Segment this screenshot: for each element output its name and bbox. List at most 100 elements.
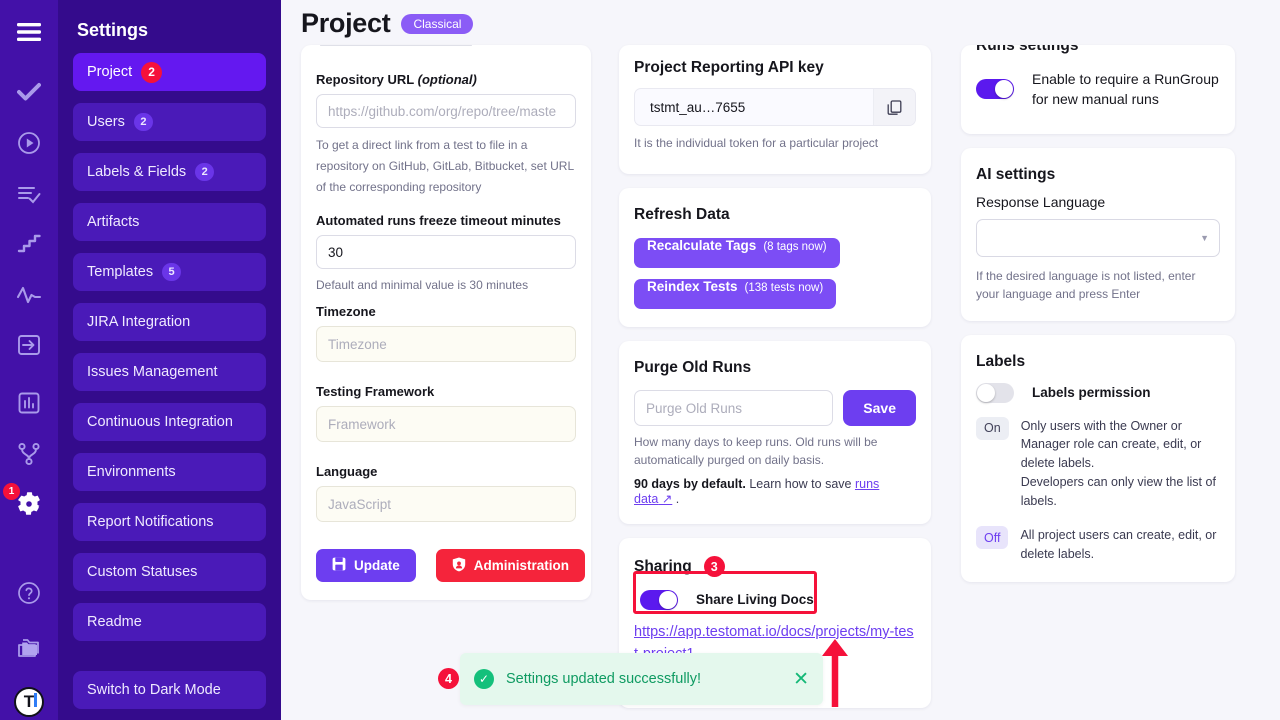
sidebar-item-project[interactable]: Project 2 — [73, 53, 266, 91]
api-key-helper: It is the individual token for a particu… — [634, 136, 879, 150]
repository-url-input[interactable]: https://github.com/org/repo/tree/maste — [316, 94, 576, 128]
sidebar-item-badge: 2 — [133, 113, 153, 131]
close-icon[interactable]: ✕ — [793, 668, 809, 690]
timezone-input[interactable]: Timezone — [316, 326, 576, 362]
refresh-data-title: Refresh Data — [634, 206, 730, 223]
testing-framework-input[interactable]: Framework — [316, 406, 576, 442]
sidebar-item-custom-statuses[interactable]: Custom Statuses — [73, 553, 266, 591]
logo-letter: T — [23, 692, 35, 712]
ai-settings-card: AI settings Response Language ▼ If the d… — [961, 147, 1235, 321]
reindex-tests-button[interactable]: Reindex Tests (138 tests now) — [634, 279, 837, 309]
icon-rail: 1 — [0, 0, 58, 720]
runs-settings-title: Runs settings — [976, 45, 1079, 54]
sidebar-item-labels-fields[interactable]: Labels & Fields 2 — [73, 153, 266, 191]
freeze-timeout-label: Automated runs freeze timeout minutes — [316, 213, 561, 228]
sidebar-item-switch-dark-mode[interactable]: Switch to Dark Mode — [73, 671, 266, 709]
hamburger-menu-icon[interactable] — [9, 14, 49, 50]
testomat-logo[interactable]: T — [9, 684, 49, 720]
sidebar-item-continuous-integration[interactable]: Continuous Integration — [73, 403, 266, 441]
legend-tag-on: On — [976, 416, 1009, 440]
sidebar-item-readme[interactable]: Readme — [73, 603, 266, 641]
sidebar-item-label: Templates — [87, 264, 154, 280]
settings-columns: Repository URL (optional) https://github… — [281, 45, 1280, 720]
sidebar-item-jira-integration[interactable]: JIRA Integration — [73, 303, 266, 341]
sidebar-item-badge: 2 — [141, 61, 163, 83]
sidebar-item-issues-management[interactable]: Issues Management — [73, 353, 266, 391]
api-key-title: Project Reporting API key — [634, 59, 824, 76]
toggle-knob — [977, 383, 995, 402]
purge-default-line: 90 days by default. Learn how to save ru… — [634, 477, 916, 506]
runs-data-link[interactable]: runs data — [634, 477, 880, 506]
share-living-docs-toggle[interactable] — [640, 590, 678, 610]
refresh-data-card: Refresh Data Recalculate Tags (8 tags no… — [619, 188, 931, 327]
labels-permission-label: Labels permission — [1032, 384, 1151, 400]
chevron-down-icon: ▼ — [1200, 232, 1209, 243]
purge-save-button[interactable]: Save — [843, 390, 916, 426]
sidebar-item-artifacts[interactable]: Artifacts — [73, 203, 266, 241]
page-title: Project — [301, 8, 391, 38]
response-language-select[interactable]: ▼ — [976, 218, 1220, 257]
sidebar-item-badge: 2 — [195, 163, 215, 181]
column-middle: Project Reporting API key tstmt_au…7655 … — [619, 45, 931, 720]
recalculate-tags-button[interactable]: Recalculate Tags (8 tags now) — [634, 238, 840, 268]
steps-icon[interactable] — [9, 226, 49, 262]
sidebar-item-label: Switch to Dark Mode — [87, 682, 221, 698]
branch-icon[interactable] — [9, 436, 49, 472]
help-circle-icon[interactable] — [9, 575, 49, 611]
ai-settings-title: AI settings — [976, 165, 1056, 183]
sidebar-item-users[interactable]: Users 2 — [73, 103, 266, 141]
labels-legend-on: On Only users with the Owner or Manager … — [976, 416, 1220, 511]
repository-url-optional: (optional) — [417, 72, 477, 87]
gear-badge: 1 — [3, 483, 20, 501]
bar-chart-icon[interactable] — [9, 385, 49, 421]
sidebar-item-label: Environments — [87, 464, 176, 480]
reindex-tests-count: (138 tests now) — [744, 282, 824, 294]
update-button[interactable]: Update — [316, 549, 416, 582]
project-form-card: Repository URL (optional) https://github… — [301, 45, 591, 600]
sidebar-item-label: Report Notifications — [87, 514, 214, 530]
rungroup-toggle-row: Enable to require a RunGroup for new man… — [976, 69, 1220, 110]
project-type-chip: Classical — [401, 13, 474, 34]
pulse-icon[interactable] — [9, 277, 49, 313]
copy-icon[interactable] — [873, 89, 915, 125]
import-icon[interactable] — [9, 328, 49, 364]
administration-button[interactable]: Administration — [435, 549, 586, 582]
update-button-label: Update — [354, 558, 400, 573]
repository-url-label: Repository URL (optional) — [316, 72, 477, 87]
legend-text-on: Only users with the Owner or Manager rol… — [1020, 418, 1216, 508]
shield-icon — [452, 557, 466, 575]
purge-days-input[interactable]: Purge Old Runs — [634, 390, 834, 426]
sidebar-item-environments[interactable]: Environments — [73, 453, 266, 491]
gear-icon[interactable]: 1 — [3, 483, 49, 522]
sidebar-item-label: Issues Management — [87, 364, 218, 380]
purge-default-rest: Learn how to save — [745, 477, 855, 491]
sidebar-item-templates[interactable]: Templates 5 — [73, 253, 266, 291]
play-circle-icon[interactable] — [9, 125, 49, 161]
column-right: Runs settings Enable to require a RunGro… — [961, 45, 1235, 596]
ai-settings-helper: If the desired language is not listed, e… — [976, 268, 1196, 301]
language-input[interactable]: JavaScript — [316, 486, 576, 522]
logo-accent — [34, 693, 37, 708]
check-icon[interactable] — [9, 75, 49, 111]
require-rungroup-toggle[interactable] — [976, 79, 1014, 100]
freeze-timeout-input[interactable]: 30 — [316, 235, 576, 269]
legend-text-off: All project users can create, edit, or d… — [1020, 528, 1217, 562]
share-living-docs-row: Share Living Docs — [640, 590, 916, 610]
labels-title: Labels — [976, 352, 1026, 370]
annotation-step-3: 3 — [703, 556, 725, 577]
folders-icon[interactable] — [9, 629, 49, 665]
api-key-field: tstmt_au…7655 — [634, 88, 916, 126]
main-content: Project Classical Repository URL (option… — [281, 0, 1280, 720]
labels-permission-toggle[interactable] — [976, 382, 1014, 403]
sidebar-item-report-notifications[interactable]: Report Notifications — [73, 503, 266, 541]
checklist-icon[interactable] — [9, 176, 49, 212]
purge-default-strong: 90 days by default. — [634, 477, 746, 491]
purge-title: Purge Old Runs — [634, 359, 752, 376]
legend-tag-off: Off — [976, 526, 1009, 550]
reindex-tests-label: Reindex Tests — [647, 279, 738, 294]
sidebar-item-label: Continuous Integration — [87, 414, 233, 430]
repository-url-helper: To get a direct link from a test to file… — [316, 138, 574, 194]
toggle-knob — [659, 591, 677, 609]
sidebar-item-label: Labels & Fields — [87, 164, 187, 180]
